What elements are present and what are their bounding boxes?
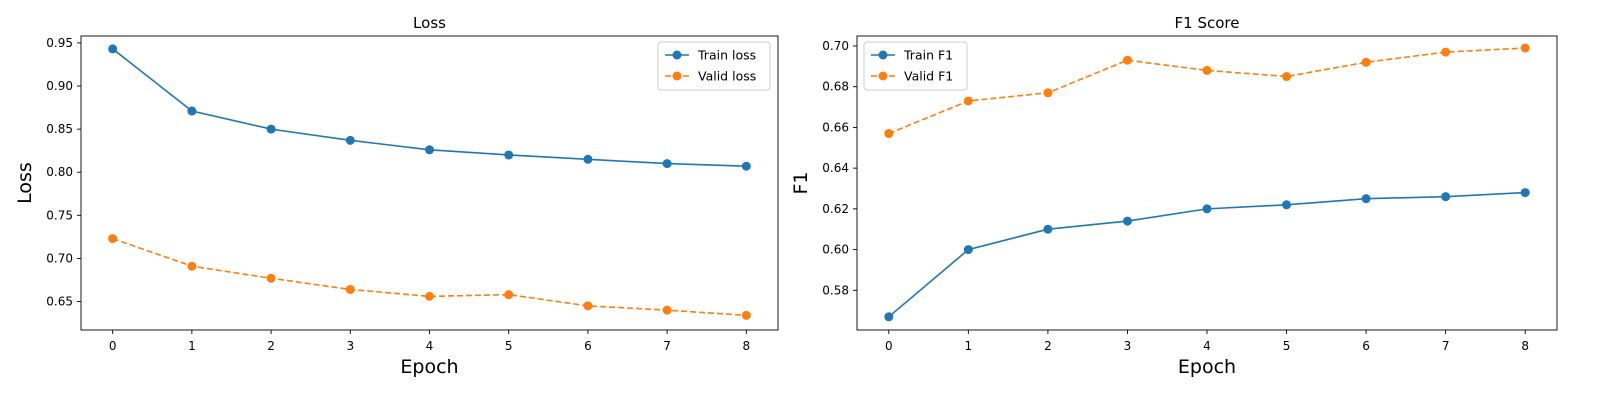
loss-valid-loss-point-5 [504,290,514,300]
loss-x-tick-label-3: 3 [346,339,354,353]
loss-x-tick-label-1: 1 [188,339,196,353]
f1-score-train-f1-point-2 [1043,224,1053,234]
f1-score-y-tick-label-4: 0.66 [822,120,849,134]
f1-score-train-f1-point-0 [884,312,894,322]
loss-valid-loss-point-0 [108,234,118,244]
loss-train-loss-point-4 [425,145,434,155]
f1-score-legend: Train F1 Valid F1 [863,41,968,91]
loss-x-tick-label-8: 8 [742,339,750,353]
f1-score-valid-f1-point-6 [1361,57,1371,67]
f1-score-y-tick-label-6: 0.70 [822,39,849,53]
loss-legend: Train loss Valid loss [657,41,771,91]
f1-score-train-f1-point-1 [963,245,973,255]
f1-score-y-tick-label-3: 0.64 [822,161,849,175]
f1-score-valid-f1-point-2 [1043,88,1053,98]
loss-x-tick-label-5: 5 [505,339,513,353]
f1-score-legend-label-valid-f1: Valid F1 [904,69,953,84]
loss-train-loss-point-3 [345,135,355,145]
loss-legend-box [657,41,771,91]
loss-train-loss-point-7 [662,159,672,169]
f1-score-train-f1-point-3 [1122,216,1132,226]
loss-series-valid-loss-line [112,237,747,317]
loss-train-loss-point-2 [266,124,276,134]
loss-y-tick-label-0: 0.65 [46,295,73,309]
loss-x-tick-label-2: 2 [267,339,275,353]
f1-score-y-tick-label-2: 0.62 [822,202,849,216]
f1-score-x-axis-label: Epoch [1178,356,1236,378]
f1-score-valid-f1-point-8 [1520,43,1530,53]
f1-score-train-f1-point-7 [1441,192,1451,202]
loss-title: Loss [413,14,446,32]
f1-score-x-tick-label-5: 5 [1283,339,1291,353]
loss-valid-loss-point-1 [187,261,197,271]
f1-score-y-tick-label-0: 0.58 [822,283,849,297]
f1-score-valid-f1-point-4 [1202,65,1212,75]
f1-score-legend-marker-valid-f1 [878,71,888,81]
loss-valid-loss-point-6 [583,301,593,311]
loss-train-loss-point-0 [108,44,118,54]
loss-valid-loss-point-3 [345,284,355,294]
f1-score-valid-f1-point-0 [884,129,894,139]
f1-score-train-f1-point-5 [1282,200,1292,210]
loss-train-loss-point-6 [583,154,593,164]
loss-x-tick-label-6: 6 [584,339,592,353]
loss-train-loss-point-1 [187,106,197,116]
loss-x-tick-label-4: 4 [426,339,434,353]
loss-chart: Loss 0 1 2 3 4 5 6 7 8 0.65 0.70 0.75 0.80 0.85 0.90 0.9… [14,14,779,378]
f1-score-legend-box [863,41,968,91]
f1-score-train-f1-point-8 [1520,188,1530,198]
loss-legend-marker-train-loss [672,50,682,60]
loss-legend-label-valid-loss: Valid loss [698,69,756,84]
loss-y-tick-label-6: 0.95 [46,36,73,50]
f1-score-legend-label-train-f1: Train F1 [903,48,953,63]
f1-score-valid-f1-point-3 [1122,55,1132,65]
f1-score-y-tick-label-5: 0.68 [822,80,849,94]
loss-legend-label-train-loss: Train loss [697,48,756,63]
f1-score-y-tick-label-1: 0.60 [822,243,849,257]
loss-y-tick-label-4: 0.85 [46,122,73,136]
loss-train-loss-point-5 [504,150,514,160]
loss-legend-marker-valid-loss [672,71,682,81]
loss-x-tick-label-7: 7 [663,339,671,353]
loss-y-tick-label-5: 0.90 [46,79,73,93]
f1-score-x-tick-label-1: 1 [965,339,973,353]
f1-score-y-axis-label: F1 [790,171,812,194]
f1-score-title: F1 Score [1175,14,1240,32]
loss-valid-loss-point-8 [741,310,751,320]
f1-score-train-f1-point-4 [1202,204,1212,214]
f1-score-valid-f1-point-5 [1282,72,1292,82]
f1-score-x-tick-label-8: 8 [1521,339,1529,353]
loss-train-loss-point-8 [741,161,751,171]
loss-valid-loss-point-7 [662,305,672,315]
loss-valid-loss-point-2 [266,273,276,283]
f1-score-x-tick-label-0: 0 [885,339,893,353]
loss-x-axis-label: Epoch [400,356,458,378]
loss-y-axis-label: Loss [14,162,36,204]
f1-chart: F1 Score 0 1 2 3 4 5 6 7 8 0.58 0.60 0.62 0.64 0.66 0.6… [790,14,1558,378]
loss-y-tick-label-1: 0.70 [46,251,73,265]
f1-score-x-tick-label-2: 2 [1044,339,1052,353]
f1-score-x-tick-label-6: 6 [1362,339,1370,353]
f1-score-legend-marker-train-f1 [878,50,888,60]
f1-score-valid-f1-point-7 [1441,47,1451,57]
loss-valid-loss-point-4 [425,291,434,301]
f1-score-train-f1-point-6 [1361,194,1371,204]
f1-score-x-tick-label-3: 3 [1124,339,1132,353]
f1-score-series-valid-f1-line [888,47,1526,135]
f1-score-valid-f1-point-1 [963,96,973,106]
loss-y-tick-label-2: 0.75 [46,208,73,222]
loss-y-tick-label-3: 0.80 [46,165,73,179]
f1-score-x-tick-label-7: 7 [1442,339,1450,353]
loss-x-tick-label-0: 0 [109,339,117,353]
f1-score-x-tick-label-4: 4 [1203,339,1211,353]
